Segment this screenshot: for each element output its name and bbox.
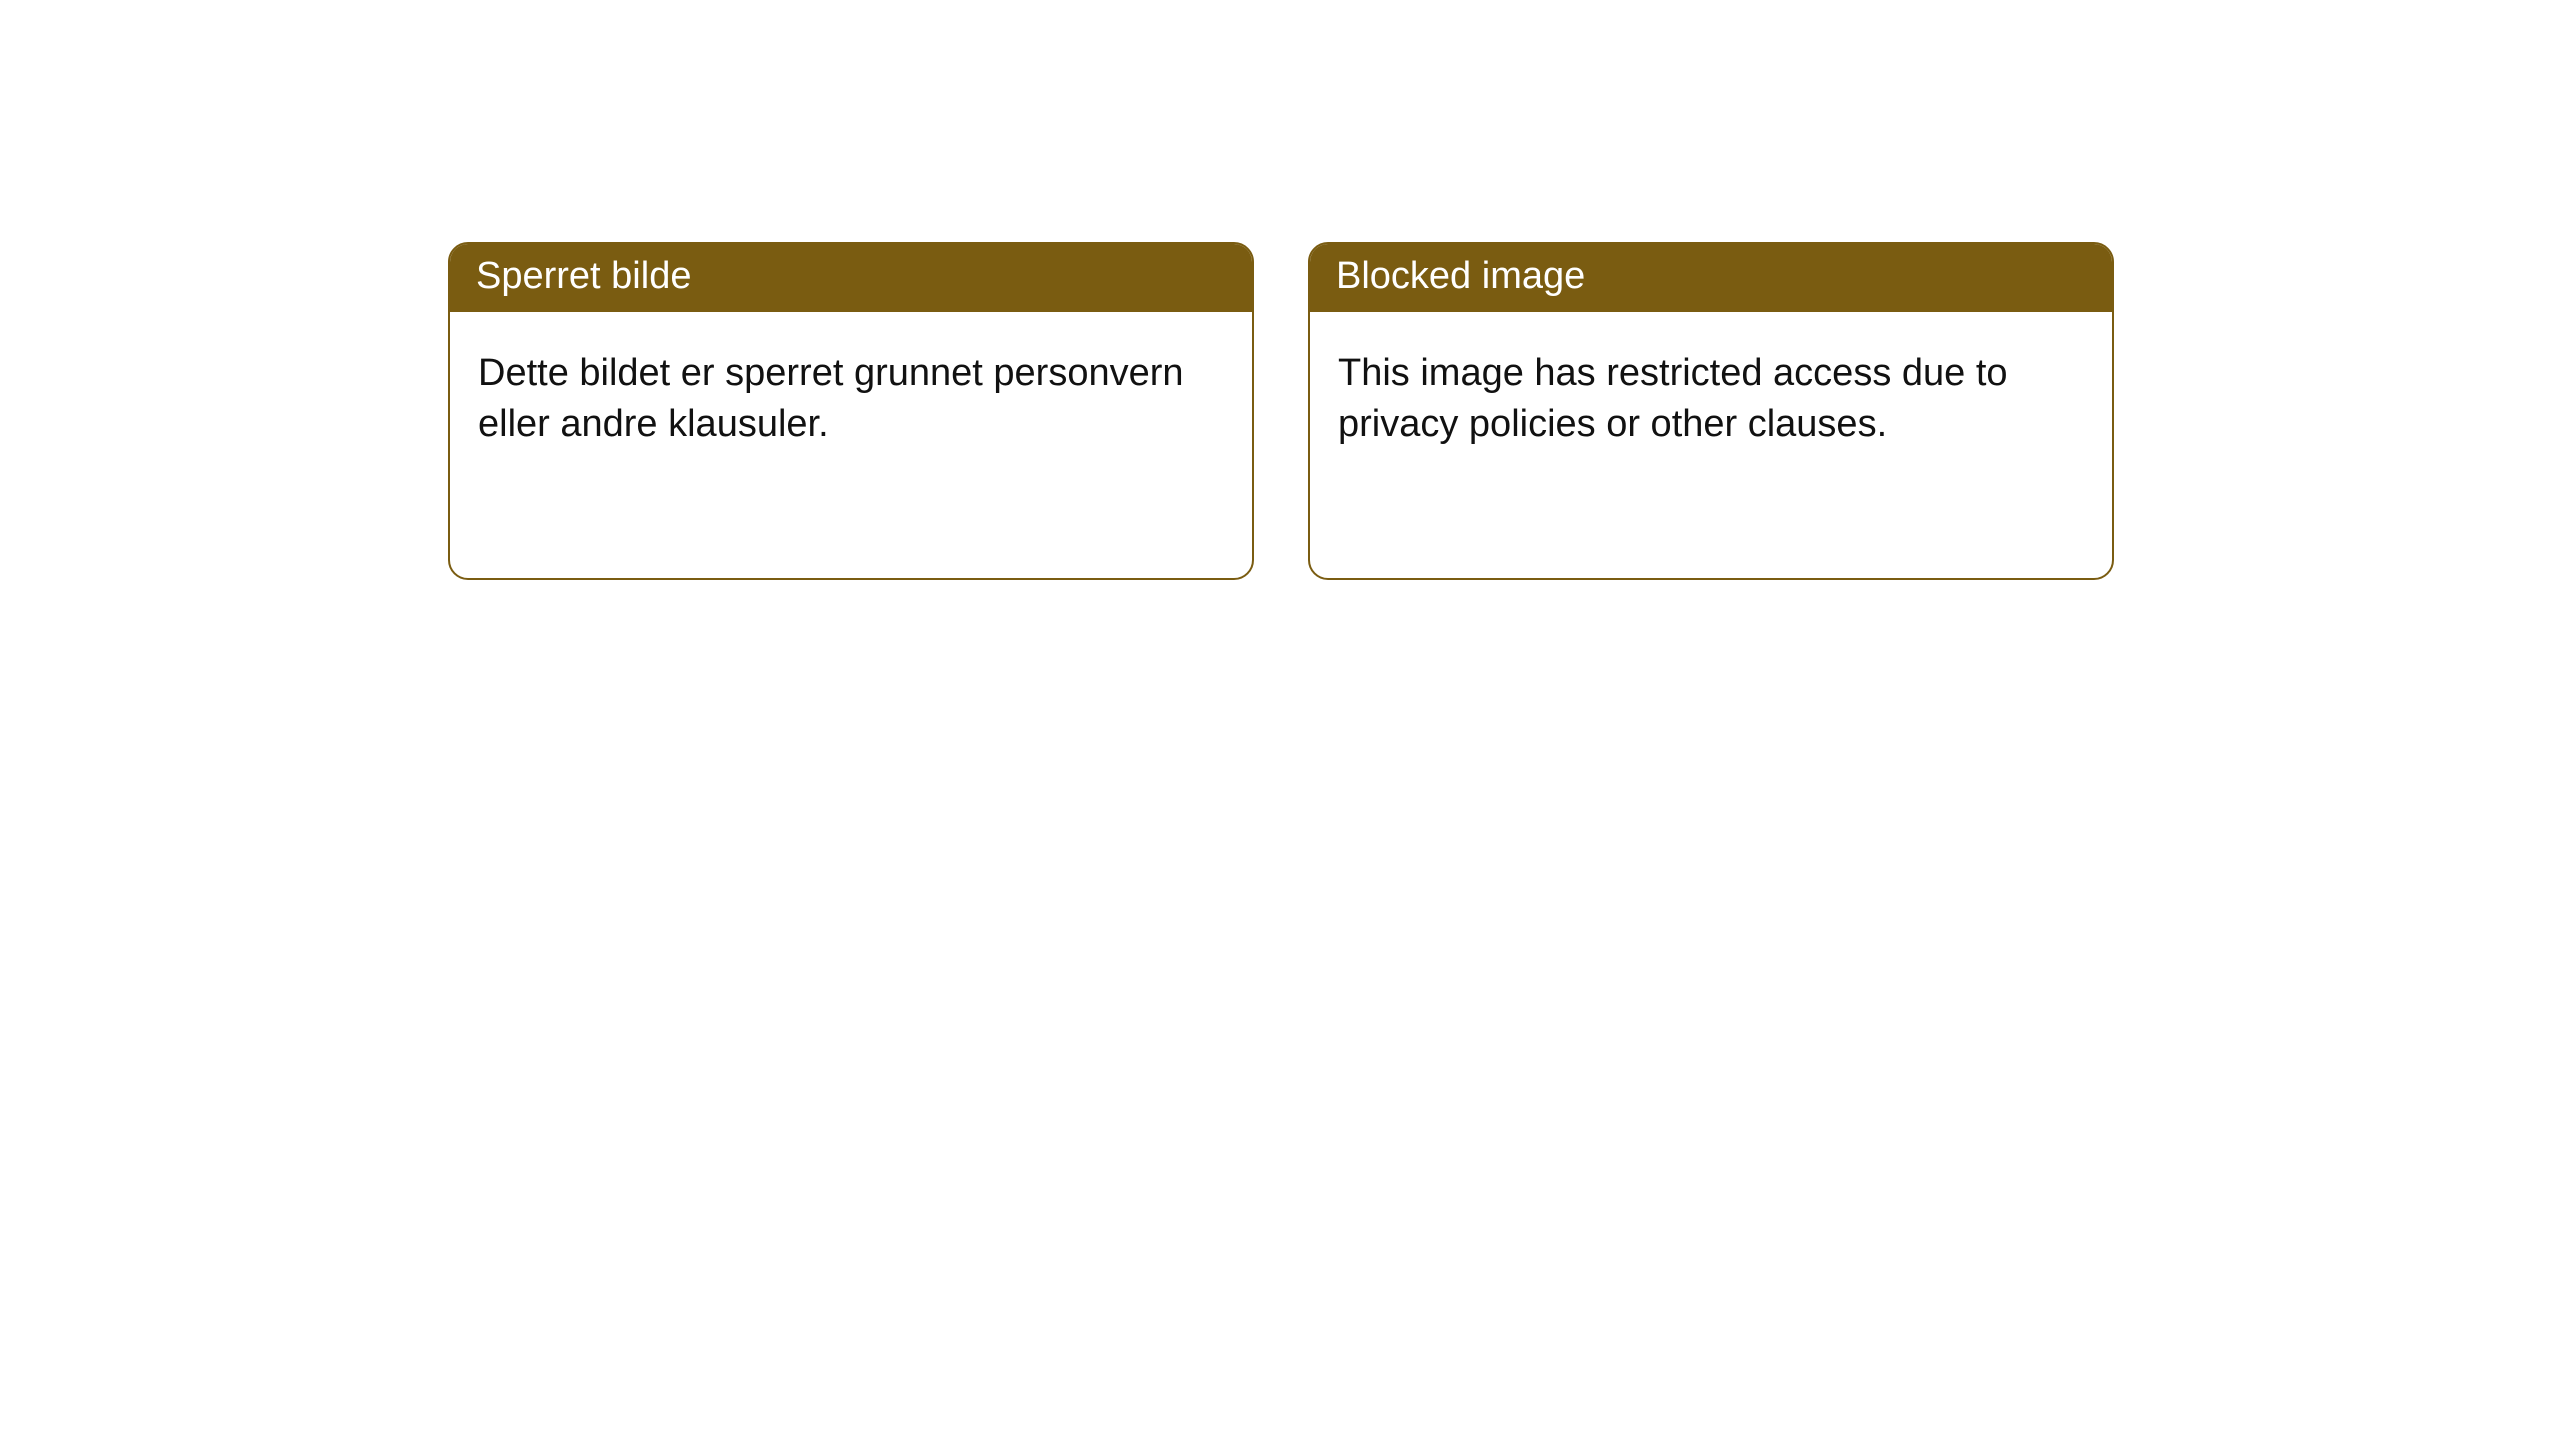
card-header: Sperret bilde bbox=[450, 244, 1252, 312]
card-title: Blocked image bbox=[1336, 255, 1585, 297]
card-text: This image has restricted access due to … bbox=[1338, 352, 2008, 445]
card-text: Dette bildet er sperret grunnet personve… bbox=[478, 352, 1184, 445]
card-title: Sperret bilde bbox=[476, 255, 691, 297]
card-header: Blocked image bbox=[1310, 244, 2112, 312]
card-body: This image has restricted access due to … bbox=[1310, 312, 2112, 479]
notice-container: Sperret bilde Dette bildet er sperret gr… bbox=[0, 0, 2560, 580]
blocked-image-card-no: Sperret bilde Dette bildet er sperret gr… bbox=[448, 242, 1254, 580]
card-body: Dette bildet er sperret grunnet personve… bbox=[450, 312, 1252, 479]
blocked-image-card-en: Blocked image This image has restricted … bbox=[1308, 242, 2114, 580]
